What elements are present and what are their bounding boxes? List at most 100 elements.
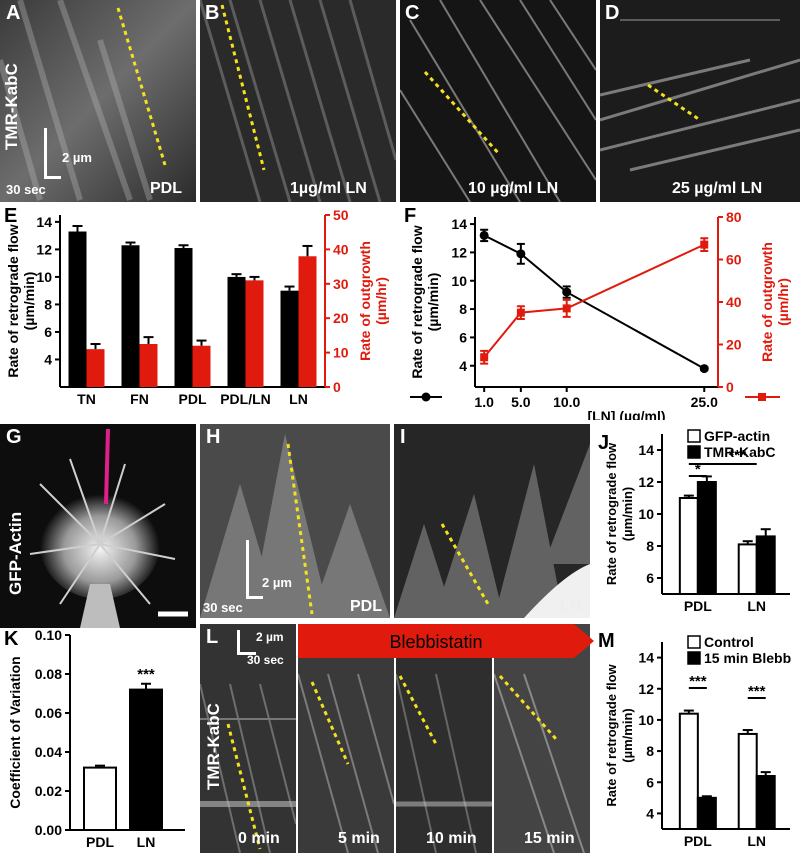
sig-star-pdl-ln: *** [729,447,747,464]
kymograph-i [394,424,590,618]
y-tick-label: 12 [451,244,467,260]
bar-0-0 [678,497,699,595]
bar-outgrowth-3 [245,280,264,387]
y-tick-label: 14 [451,216,467,232]
y-tick-label: 8 [646,743,654,759]
kymograph-l5-texture [298,624,394,853]
point-retrograde-0 [479,230,489,240]
legend-marker-retrograde [421,392,431,402]
kymograph-h [200,424,390,618]
x-axis-title: [LN] (µg/ml) [587,408,665,420]
x-tick-label: LN [747,598,766,614]
panel-letter-h: H [206,426,221,448]
legend-swatch-0 [687,429,701,443]
x-tick-label: FN [130,391,149,405]
x-tick-label: LN [137,834,156,850]
y-axis-title-line1: Rate of retrograde flow [5,224,21,377]
x-tick-label: PDL/LN [220,391,271,405]
kymograph-c [400,0,596,202]
y-tick-label: 0.02 [35,783,62,799]
point-retrograde-2 [562,287,572,297]
bar-outgrowth-2 [192,345,211,387]
scale-space-label-h: 2 µm [262,575,292,590]
legend-swatch-1 [687,651,701,665]
legend-swatch-1 [687,445,701,459]
point-outgrowth-0 [480,353,489,362]
y2-tick-label: 50 [333,207,349,223]
y-tick-label: 0.06 [35,705,62,721]
y-tick-label: 0.00 [35,822,62,838]
y2-tick-label: 80 [726,209,742,225]
y2-axis-title-line2: (µm/hr) [373,277,389,325]
y-tick-label: 10 [638,506,654,522]
condition-label-h: PDL [350,598,382,615]
y-tick-label: 0.04 [35,744,62,760]
x-tick-label: TN [77,391,96,405]
scale-bar-h [246,540,263,599]
condition-label-i: LN [560,598,582,615]
x-tick-label: PDL [684,598,712,614]
y-tick-label: 6 [646,570,654,586]
chart-j: 6 8 10 12 14 Rate of retrograde flow (µm/min) G… [604,428,790,614]
sig-star-pdl: * [695,461,701,478]
x-tick-label: 1.0 [474,394,494,410]
bar-outgrowth-0 [86,349,105,387]
scale-bar-a [44,128,61,179]
y-axis-title-line2: (µm/min) [425,273,441,332]
bar-1-0 [696,796,717,830]
y-tick-label: 0.10 [35,627,62,643]
x-tick-label: 25.0 [691,394,718,410]
y-axis-title-line1: Rate of retrograde flow [409,225,425,378]
panel-letter-a: A [6,2,21,24]
bar-0-0 [678,712,699,830]
x-tick-label: 10.0 [553,394,580,410]
kymograph-l0-texture [200,624,296,853]
y2-tick-label: 20 [333,310,349,326]
legend-label-1: TMR-KabC [704,444,776,460]
y2-axis-title-line2: (µm/hr) [775,278,791,326]
scale-time-label-a: 30 sec [6,182,46,197]
y2-axis-title-line1: Rate of outgrowth [357,241,373,361]
condition-label-c: 10 µg/ml LN [468,180,559,197]
y-tick-label: 4 [646,805,654,821]
bar-retrograde-1 [121,245,140,387]
panel-letter-g: G [6,426,22,448]
bar-0 [83,766,117,832]
panel-letter-c: C [405,2,420,24]
scale-space-label-l: 2 µm [256,630,284,644]
chart-m: 4 6 8 10 12 14 Rate of retrograde flow (µm/min)… [604,634,791,849]
point-outgrowth-3 [700,240,709,249]
y-axis-title-line1: Rate of retrograde flow [604,442,619,585]
scale-time-label-l: 30 sec [247,653,284,667]
x-tick-label: PDL [86,834,114,850]
legend-marker-outgrowth [758,393,766,401]
legend-label-0: GFP-actin [704,428,770,444]
series-line-0 [483,234,705,370]
bar-1-1 [755,535,776,595]
image-g [0,424,196,628]
kymograph-l-5min [298,624,394,853]
scale-time-label-h: 30 sec [203,600,243,615]
y-tick-label: 14 [638,442,654,458]
panel-letter-m: M [598,630,615,652]
point-outgrowth-2 [562,304,571,313]
y-tick-label: 10 [36,269,52,285]
panel-letter-b: B [205,2,220,24]
y-tick-label: 0.08 [35,666,62,682]
x-tick-label: LN [289,391,308,405]
kymograph-h-texture [200,424,390,618]
condition-label-a: PDL [150,180,182,197]
y-tick-label: 6 [44,324,52,340]
kymograph-l-10min [396,624,492,853]
y-tick-label: 14 [36,214,52,230]
kymograph-b [200,0,396,202]
point-retrograde-3 [699,364,709,374]
y2-tick-label: 20 [726,337,742,353]
y-tick-label: 12 [638,681,654,697]
scale-space-label-a: 2 µm [62,150,92,165]
y-tick-label: 4 [459,358,467,374]
y-axis-title-line2: (µm/min) [21,272,37,331]
blebbistatin-arrow [298,624,594,658]
y2-tick-label: 30 [333,276,349,292]
sig-star-0: *** [689,673,707,690]
